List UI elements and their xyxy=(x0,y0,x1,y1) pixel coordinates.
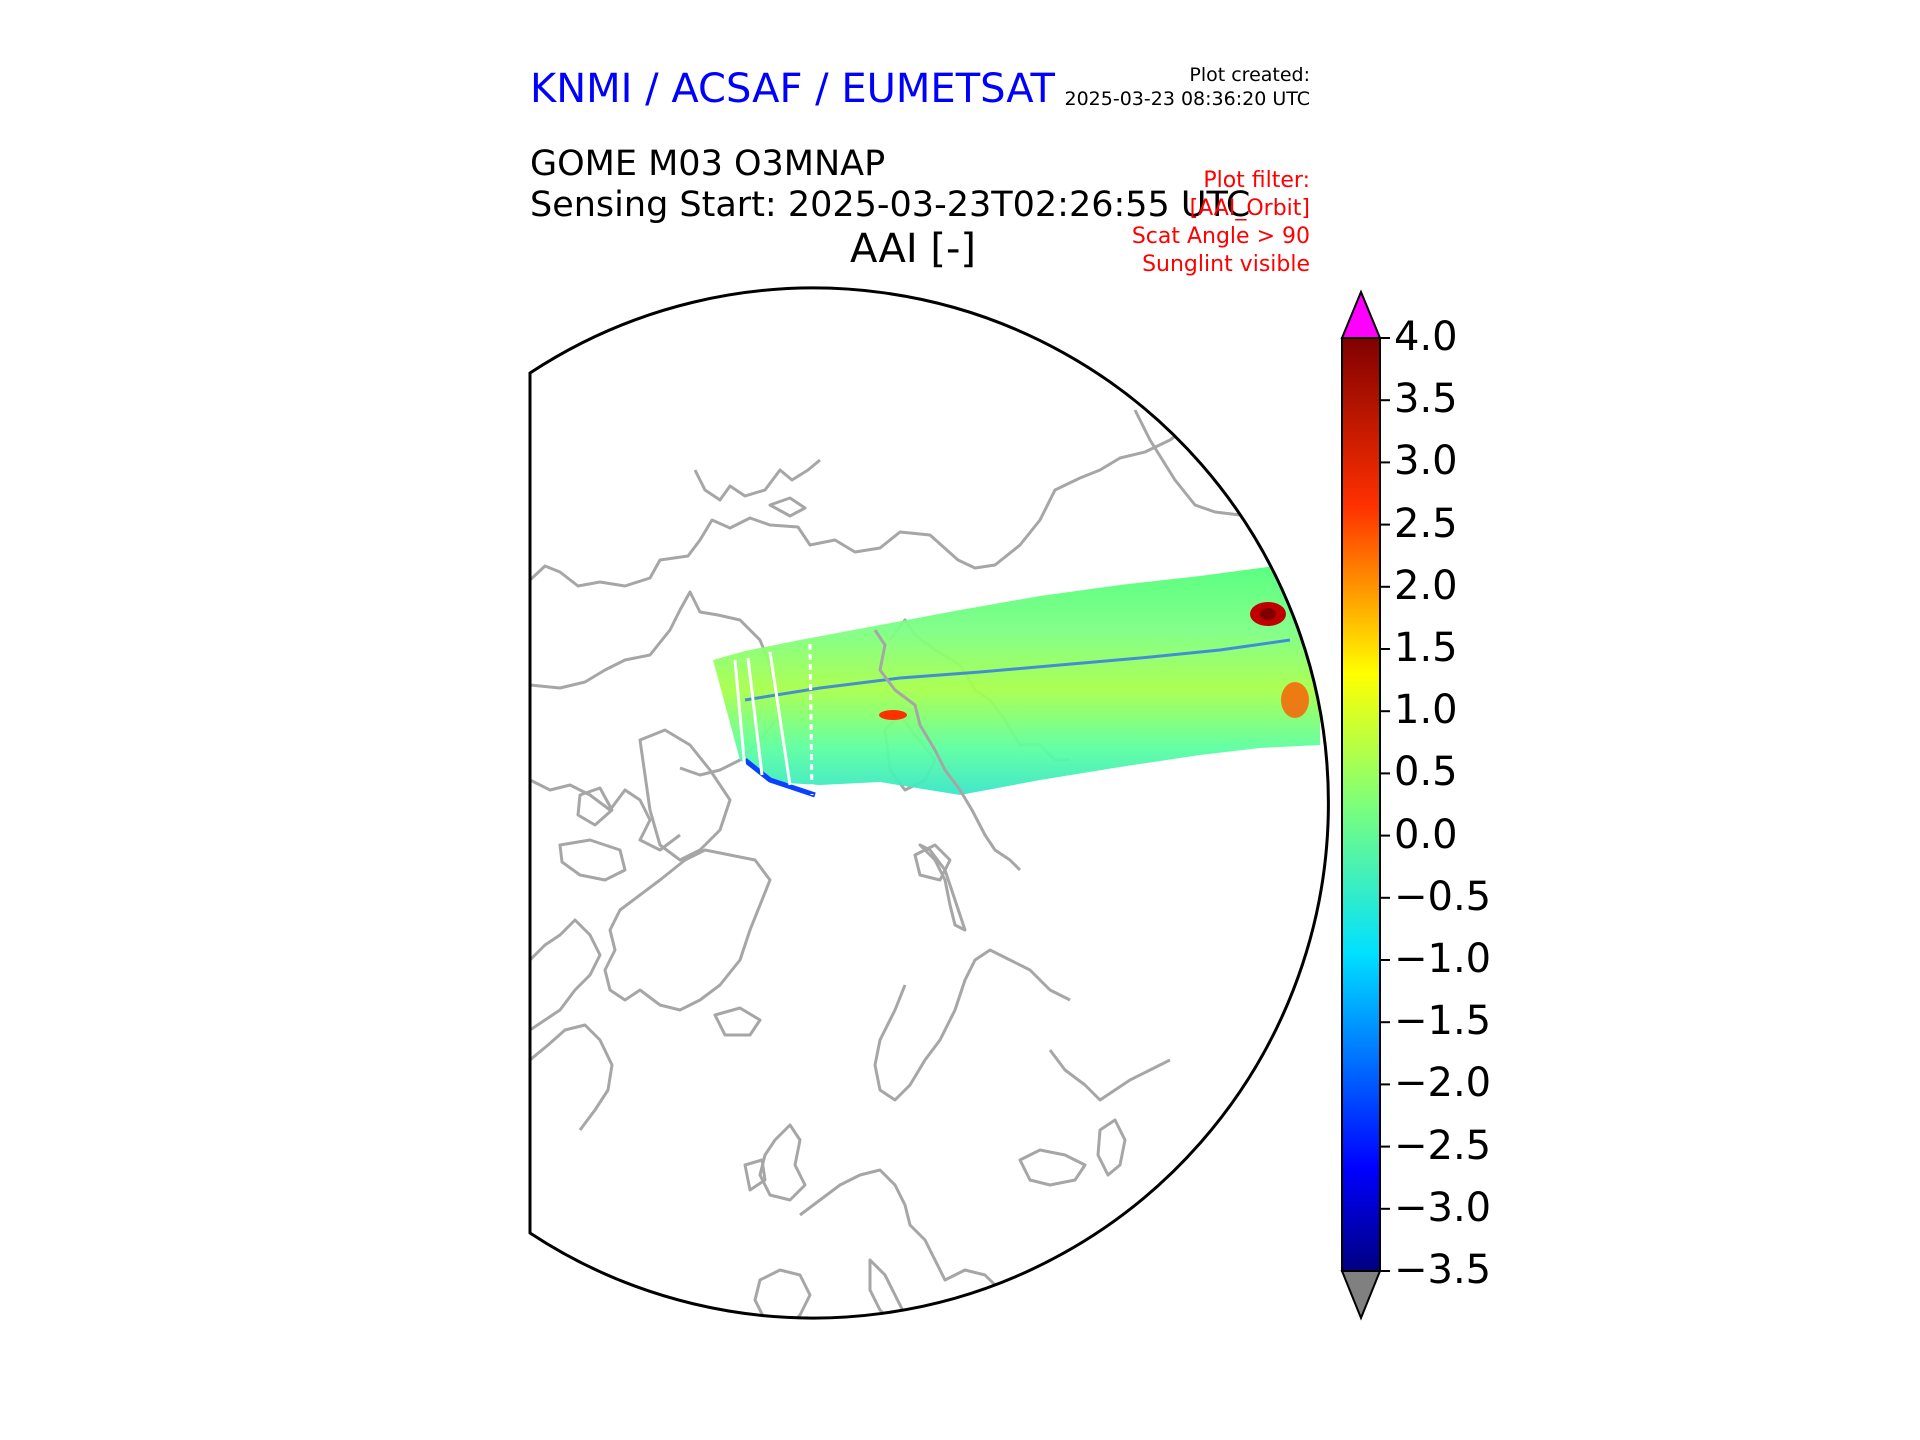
colorbar-tick-label: −3.5 xyxy=(1394,1247,1492,1293)
plot-created-time: 2025-03-23 08:36:20 UTC xyxy=(1064,88,1311,110)
island-british xyxy=(758,1123,807,1202)
colorbar-tick-label: −1.0 xyxy=(1394,936,1492,982)
product-name: GOME M03 O3MNAP xyxy=(530,144,886,184)
colorbar-tick-label: 2.0 xyxy=(1394,562,1458,609)
colorbar xyxy=(1340,289,1390,1321)
coastline-kamchatka xyxy=(1133,409,1241,517)
swath-band xyxy=(713,560,1320,795)
colorbar-tick-label: 3.5 xyxy=(1394,376,1458,423)
island-ireland xyxy=(743,1158,767,1192)
map-area xyxy=(530,409,1320,1319)
island-banks xyxy=(576,786,614,827)
swath-gap xyxy=(808,643,814,796)
aai-hotspot-siberia xyxy=(1260,608,1276,620)
coastline-mackenzie xyxy=(873,629,1022,872)
coastline-greenland xyxy=(603,848,772,1012)
aai-hotspot-east xyxy=(1281,682,1309,718)
colorbar-tick-label: 0.0 xyxy=(1394,811,1458,858)
plot-filter-heading: Plot filter: xyxy=(1203,168,1310,193)
coastline-east-siberia xyxy=(530,413,1241,588)
colorbar-tick-label: 4.0 xyxy=(1394,314,1458,360)
colorbar-tick-label: 3.0 xyxy=(1394,438,1458,485)
colorbar-ticks xyxy=(1380,337,1390,1272)
colorbar-tick-label: 1.5 xyxy=(1394,625,1458,671)
plot-filter-item: Scat Angle > 90 xyxy=(1131,224,1310,249)
coastline-canada-north xyxy=(530,778,681,852)
colorbar-tick-label: −2.0 xyxy=(1394,1060,1492,1107)
colorbar-tick-label: −3.0 xyxy=(1394,1184,1492,1231)
colorbar-tick-label: 2.5 xyxy=(1394,500,1458,547)
map-boundary xyxy=(528,286,1330,1320)
colorbar-tick-label: 1.0 xyxy=(1394,687,1458,734)
coastline-black-sea xyxy=(1018,1148,1087,1187)
plot-filter-item: Sunglint visible xyxy=(1142,252,1310,277)
agency-credit: KNMI / ACSAF / EUMETSAT xyxy=(530,66,1055,112)
colorbar-over-arrow xyxy=(1340,289,1382,339)
colorbar-ramp xyxy=(1342,338,1380,1271)
island-wrangel xyxy=(768,496,807,518)
island-novaya-zemlya xyxy=(918,843,967,932)
colorbar-tick-label: −2.5 xyxy=(1394,1122,1492,1169)
island-ellesmere xyxy=(638,728,732,862)
colorbar-frame xyxy=(1341,337,1381,1272)
swath-blue-streak xyxy=(744,638,1291,702)
island-iceland xyxy=(713,1006,762,1037)
coastlines-over-swath xyxy=(873,629,1022,872)
coastlines xyxy=(530,409,1241,1319)
coastline-russia-east xyxy=(1048,1049,1171,1102)
variable-title: AAI [-] xyxy=(850,226,976,272)
swath-gap xyxy=(733,659,747,771)
coastline-iberia xyxy=(753,1268,812,1319)
colorbar-tick-label: 0.5 xyxy=(1394,749,1458,796)
plot-filter-item: [AAI_Orbit] xyxy=(1189,196,1310,221)
swath-gap xyxy=(746,657,764,776)
island-svalbard xyxy=(913,843,952,882)
coastline-hudson-bay xyxy=(530,918,602,1032)
colorbar-under-arrow xyxy=(1340,1270,1382,1321)
coastline-caspian xyxy=(1096,1118,1127,1177)
coastline-europe-west xyxy=(799,1168,1002,1292)
coastline-scandinavia xyxy=(873,948,1071,1102)
swath-cyan-edge xyxy=(743,758,816,798)
sensing-start: Sensing Start: 2025-03-23T02:26:55 UTC xyxy=(530,185,1251,225)
aai-hotspot-alaska xyxy=(879,710,907,720)
plot-created-label: Plot created: xyxy=(1189,64,1310,86)
colorbar-tick-label: −1.5 xyxy=(1394,998,1492,1045)
coastline-italy xyxy=(868,1258,907,1319)
coastline-labrador xyxy=(530,1023,614,1131)
coastline-chukotka xyxy=(693,458,821,502)
colorbar-tick-label: −0.5 xyxy=(1394,873,1492,920)
island-victoria xyxy=(558,838,627,882)
swath-gap xyxy=(768,651,792,786)
aai-swath xyxy=(713,560,1320,798)
